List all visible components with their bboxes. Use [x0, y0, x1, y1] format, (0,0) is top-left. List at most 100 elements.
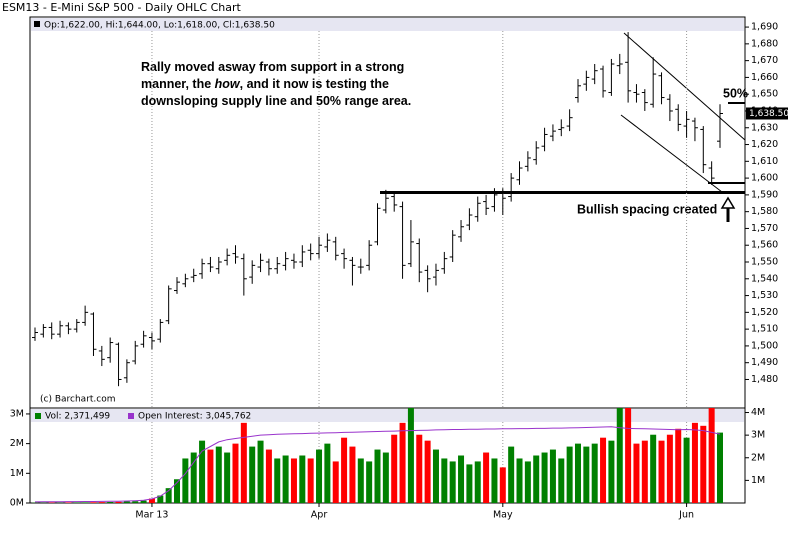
volume-bar: [399, 422, 406, 503]
volume-bar: [349, 446, 356, 503]
volume-bar: [316, 449, 323, 503]
volume-bar: [432, 449, 439, 503]
volume-bar: [107, 501, 114, 503]
volume-bar: [458, 455, 465, 503]
volume-bar: [98, 502, 105, 503]
volume-bar: [466, 464, 473, 503]
volume-bar: [274, 458, 281, 503]
volume-bar: [240, 422, 247, 503]
volume-bar: [366, 461, 373, 503]
fifty-label: 50%: [723, 86, 748, 100]
y-tick-label: 1,660: [751, 72, 778, 83]
legend-label: Vol: 2,371,499: [45, 412, 110, 422]
volume-bar: [215, 446, 222, 503]
volume-bar: [115, 501, 122, 503]
volume-bar: [708, 408, 715, 503]
volume-bar: [199, 440, 206, 503]
volume-bar: [574, 443, 581, 503]
volume-bar: [307, 458, 314, 503]
annotation-part: downsloping supply line and 50% range ar…: [141, 94, 411, 108]
x-tick-label: May: [493, 510, 513, 521]
y-tick-label: 1,540: [751, 273, 778, 284]
volume-bar: [499, 467, 506, 503]
annotation-part: , and it now is testing the: [240, 77, 389, 91]
volume-bar: [600, 437, 607, 503]
volume-bar: [558, 458, 565, 503]
volume-bar: [441, 458, 448, 503]
info-text: Op:1,622.00, Hi:1,644.00, Lo:1,618.00, C…: [44, 21, 275, 31]
volume-bar: [224, 452, 231, 503]
y-tick-label: 1,570: [751, 223, 778, 234]
volume-bar: [174, 479, 181, 503]
last-price-box: [746, 107, 788, 120]
info-strip: [31, 18, 744, 31]
x-tick-label: Apr: [311, 510, 328, 521]
volume-bar: [249, 446, 256, 503]
y-tick-label: 1,490: [751, 357, 778, 368]
volume-bar: [616, 408, 623, 503]
volume-bar: [382, 452, 389, 503]
volume-bar: [391, 434, 398, 503]
volume-bar: [148, 498, 155, 503]
y-tick-label: 0M: [10, 498, 24, 509]
volume-bar: [700, 425, 707, 503]
y-tick-label: 1,530: [751, 290, 778, 301]
y-tick-label: 1,630: [751, 122, 778, 133]
x-tick-label: Jun: [678, 510, 694, 521]
volume-bar: [516, 458, 523, 503]
annotation-part: Rally moved asway from support in a stro…: [141, 60, 404, 74]
volume-bar: [658, 440, 665, 503]
volume-bar: [324, 443, 331, 503]
spacing-label: Bullish spacing created: [577, 202, 717, 216]
y2-tick-label: 1M: [751, 475, 765, 486]
volume-bar: [608, 440, 615, 503]
volume-bar: [182, 458, 189, 503]
volume-bar: [641, 440, 648, 503]
y-tick-label: 1,680: [751, 38, 778, 49]
volume-bar: [416, 434, 423, 503]
annotation-text: manner, the how, and it now is testing t…: [141, 77, 389, 91]
volume-bar: [666, 434, 673, 503]
volume-bar: [541, 452, 548, 503]
annotation-part: manner, the: [141, 77, 215, 91]
volume-bar: [524, 461, 531, 503]
y-tick-label: 1M: [10, 468, 24, 479]
volume-bar: [157, 495, 164, 503]
volume-bar: [483, 452, 490, 503]
volume-bar: [232, 443, 239, 503]
volume-bar: [474, 461, 481, 503]
volume-bar: [566, 446, 573, 503]
volume-bar: [90, 502, 97, 503]
oi-swatch: [128, 413, 134, 419]
volume-bars: [32, 408, 723, 503]
y-tick-label: 1,480: [751, 374, 778, 385]
volume-bar: [282, 455, 289, 503]
channel-lower: [620, 114, 723, 193]
y-tick-label: 1,690: [751, 22, 778, 33]
y-tick-label: 2M: [10, 438, 24, 449]
volume-bar: [140, 500, 147, 503]
volume-bar: [549, 449, 556, 503]
legend-label: Open Interest: 3,045,762: [138, 412, 251, 422]
y-tick-label: 1,650: [751, 89, 778, 100]
y-tick-label: 1,670: [751, 55, 778, 66]
volume-bar: [374, 449, 381, 503]
volume-bar: [165, 488, 172, 503]
last-price-label: 1,638.50: [749, 109, 789, 119]
volume-bar: [491, 458, 498, 503]
y2-tick-label: 4M: [751, 407, 765, 418]
volume-bar: [533, 455, 540, 503]
volume-strip: [31, 409, 744, 422]
arrow-head: [720, 196, 736, 209]
volume-bar: [675, 428, 682, 503]
oi-line: [34, 426, 721, 503]
y-tick-label: 1,580: [751, 206, 778, 217]
volume-bar: [449, 461, 456, 503]
volume-bar: [650, 434, 657, 503]
volume-bar: [132, 501, 139, 503]
volume-bar: [683, 437, 690, 503]
annotation-text: Rally moved asway from support in a stro…: [141, 60, 404, 74]
volume-bar: [583, 446, 590, 503]
y-tick-label: 1,520: [751, 307, 778, 318]
